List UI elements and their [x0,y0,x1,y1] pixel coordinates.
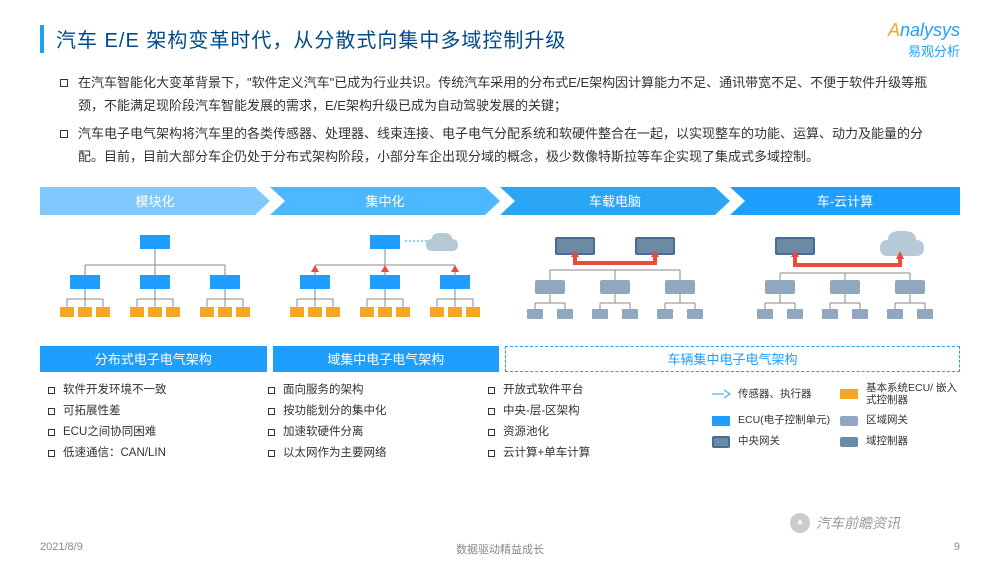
feature-item: 开放式软件平台 [488,382,692,398]
ecu-orange-icon [838,387,860,401]
stage-2: 集中化 [270,187,500,215]
logo: Analysys 易观分析 [888,20,960,60]
arch-label-3: 车辆集中电子电气架构 [505,346,960,372]
title-bar: 汽车 E/E 架构变革时代，从分散式向集中多域控制升级 [40,24,960,53]
feature-item: 资源池化 [488,424,692,440]
diagram-vehicle-computer [500,225,730,340]
bullet-square-icon [268,408,275,415]
features-col-2: 面向服务的架构按功能划分的集中化加速软硬件分离以太网作为主要网络 [260,382,480,466]
bullet-square-icon [48,387,55,394]
zone-gw-icon [838,414,860,428]
bullet-square-icon [488,450,495,457]
feature-item: 可拓展性差 [48,403,252,419]
feature-item: 低速通信：CAN/LIN [48,445,252,461]
title-accent [40,25,44,53]
watermark: ✦ 汽车前瞻资讯 [790,513,900,533]
feature-item: 按功能划分的集中化 [268,403,472,419]
footer-page: 9 [954,541,960,553]
domain-icon [838,435,860,449]
legend-label: ECU(电子控制单元) [738,414,832,427]
stage-3: 车载电脑 [500,187,730,215]
feature-item: 中央-层-区架构 [488,403,692,419]
body-text: 在汽车智能化大变革背景下，"软件定义汽车"已成为行业共识。传统汽车采用的分布式E… [60,71,940,169]
diagram-domain [270,225,500,340]
legend-label: 基本系统ECU/ 嵌入式控制器 [866,382,960,407]
legend: 传感器、执行器 基本系统ECU/ 嵌入式控制器 ECU(电子控制单元) 区域网关中央网… [700,382,960,466]
feature-item: ECU之间协同困难 [48,424,252,440]
stage-4: 车-云计算 [730,187,960,215]
diagram-cloud [730,225,960,340]
bullet-2: 汽车电子电气架构将汽车里的各类传感器、处理器、线束连接、电子电气分配系统和软硬件… [60,122,940,169]
footer: 2021/8/9 数据驱动精益成长 9 [40,541,960,553]
architecture-labels: 分布式电子电气架构 域集中电子电气架构 车辆集中电子电气架构 [40,346,960,372]
logo-brand: Analysys [888,20,960,41]
legend-label: 中央网关 [738,435,832,448]
bullet-square-icon [268,387,275,394]
bullet-square-icon [60,79,68,87]
feature-item: 云计算+单车计算 [488,445,692,461]
bullet-square-icon [268,429,275,436]
bullet-square-icon [60,130,68,138]
bottom-row: 软件开发环境不一致可拓展性差 ECU之间协同困难低速通信：CAN/LIN 面向服务… [40,382,960,466]
stage-1: 模块化 [40,187,270,215]
bullet-square-icon [268,450,275,457]
slide: 汽车 E/E 架构变革时代，从分散式向集中多域控制升级 Analysys 易观分… [0,0,1000,563]
logo-sub: 易观分析 [888,41,960,60]
central-gw-icon [710,435,732,449]
feature-item: 以太网作为主要网络 [268,445,472,461]
features-col-1: 软件开发环境不一致可拓展性差 ECU之间协同困难低速通信：CAN/LIN [40,382,260,466]
feature-item: 软件开发环境不一致 [48,382,252,398]
arch-label-2: 域集中电子电气架构 [273,346,500,372]
sensor-icon [710,387,732,401]
feature-item: 面向服务的架构 [268,382,472,398]
diagram-distributed [40,225,270,340]
legend-label: 域控制器 [866,435,960,448]
footer-tagline: 数据驱动精益成长 [456,541,544,557]
bullet-square-icon [48,429,55,436]
ecu-blue-icon [710,414,732,428]
legend-label: 区域网关 [866,414,960,427]
diagrams-row [40,225,960,340]
bullet-square-icon [48,408,55,415]
bullet-square-icon [488,408,495,415]
legend-label: 传感器、执行器 [738,388,832,401]
footer-date: 2021/8/9 [40,541,83,553]
arch-label-1: 分布式电子电气架构 [40,346,267,372]
bullet-square-icon [48,450,55,457]
features-col-3: 开放式软件平台中央-层-区架构资源池化云计算+单车计算 [480,382,700,466]
stage-arrows: 模块化 集中化 车载电脑 车-云计算 [40,187,960,215]
bullet-1: 在汽车智能化大变革背景下，"软件定义汽车"已成为行业共识。传统汽车采用的分布式E… [60,71,940,118]
bullet-square-icon [488,429,495,436]
bullet-square-icon [488,387,495,394]
slide-title: 汽车 E/E 架构变革时代，从分散式向集中多域控制升级 [56,24,566,53]
feature-item: 加速软硬件分离 [268,424,472,440]
wechat-icon: ✦ [790,513,810,533]
